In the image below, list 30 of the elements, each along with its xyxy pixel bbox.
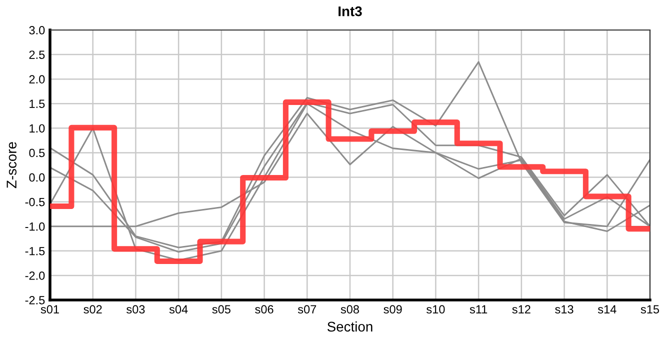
y-tick-label: -2.0 [25,271,45,280]
x-tick-label: s02 [84,305,102,314]
x-tick-label: s01 [40,305,59,314]
y-tick-label: 0.0 [29,173,45,182]
x-tick-label: s05 [212,305,230,314]
y-tick-label: -2.5 [25,296,45,304]
y-tick-label: -1.0 [25,222,45,231]
x-tick-label: s04 [169,305,188,314]
x-tick-label: s13 [555,305,574,314]
x-tick-label: s15 [640,305,660,314]
y-tick-label: 1.0 [30,124,45,133]
x-tick-label: s03 [126,305,145,314]
y-axis-title: Z-score [6,142,16,188]
y-tick-label: 2.0 [29,75,45,84]
x-tick-label: s08 [340,305,360,314]
y-tick-label: 2.5 [29,50,45,59]
x-tick-label: s07 [298,305,316,314]
x-tick-label: s11 [470,305,488,314]
x-tick-label: s14 [598,305,616,314]
chart-title: Int3 [338,6,362,16]
y-tick-label: -1.5 [25,247,45,256]
x-tick-label: s09 [384,305,402,314]
x-axis-title: Section [327,321,372,332]
y-tick-label: 3.0 [29,26,45,34]
x-tick-label: s12 [512,305,530,314]
y-tick-label: -0.5 [25,198,45,206]
x-tick-label: s10 [426,305,445,314]
y-tick-label: 1.5 [30,100,45,108]
x-tick-label: s06 [255,305,274,314]
y-tick-label: 0.5 [29,148,45,158]
